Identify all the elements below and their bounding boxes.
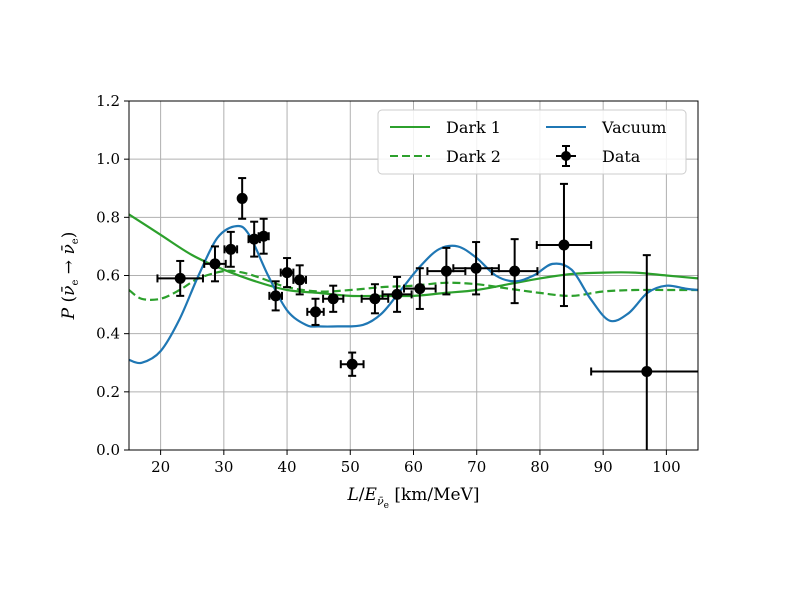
y-tick-label: 1.0 bbox=[96, 150, 120, 168]
data-marker bbox=[440, 265, 452, 277]
x-tick-label: 100 bbox=[652, 458, 681, 476]
data-point bbox=[381, 275, 413, 313]
curves-layer bbox=[129, 213, 698, 365]
legend-box bbox=[377, 109, 687, 175]
data-marker bbox=[270, 290, 282, 302]
series-dark-1-line bbox=[129, 213, 698, 298]
legend-dark1-label: Dark 1 bbox=[446, 118, 501, 137]
x-tick-label: 40 bbox=[278, 458, 297, 476]
data-point bbox=[452, 241, 500, 296]
data-marker bbox=[470, 262, 482, 274]
data-point bbox=[490, 238, 539, 305]
data-points-layer bbox=[156, 177, 698, 450]
data-marker bbox=[346, 358, 358, 370]
x-axis-label: L/Eν̄e [km/MeV] bbox=[346, 485, 479, 511]
y-axis-label: P (ν̄e → ν̄e) bbox=[59, 232, 81, 321]
data-marker bbox=[209, 258, 221, 270]
ticks-layer: 20 30 40 50 60 70 80 90 100 0.0 0.2 0.4 0.6 0.8 1.0 1.2 bbox=[96, 92, 681, 476]
data-marker bbox=[509, 265, 521, 277]
legend-vacuum-label: Vacuum bbox=[601, 118, 666, 137]
x-tick-label: 20 bbox=[151, 458, 170, 476]
data-point bbox=[322, 284, 345, 313]
data-marker bbox=[281, 267, 293, 279]
data-point bbox=[156, 259, 204, 297]
data-marker bbox=[174, 272, 186, 284]
data-point bbox=[535, 182, 593, 308]
data-marker bbox=[236, 192, 248, 204]
y-tick-label: 0.8 bbox=[96, 208, 120, 226]
data-point bbox=[257, 217, 270, 255]
legend: Dark 1 Dark 2 Vacuum Data bbox=[377, 109, 687, 175]
data-marker bbox=[558, 239, 570, 251]
data-point bbox=[236, 177, 248, 220]
data-marker bbox=[258, 230, 270, 242]
x-tick-label: 50 bbox=[341, 458, 360, 476]
series-vacuum-line bbox=[129, 224, 698, 365]
data-marker bbox=[327, 293, 339, 305]
legend-data-label: Data bbox=[602, 147, 641, 166]
x-tick-label: 90 bbox=[594, 458, 613, 476]
data-point bbox=[306, 297, 325, 326]
data-point bbox=[268, 280, 283, 312]
legend-data-swatch bbox=[556, 145, 576, 167]
y-tick-label: 0.0 bbox=[96, 441, 120, 459]
data-marker bbox=[414, 283, 426, 295]
x-tick-label: 80 bbox=[530, 458, 549, 476]
data-point bbox=[279, 257, 295, 289]
y-tick-label: 0.6 bbox=[96, 267, 120, 285]
data-marker bbox=[369, 293, 381, 305]
data-marker bbox=[391, 288, 403, 300]
data-point bbox=[426, 246, 467, 296]
data-point bbox=[223, 230, 239, 268]
y-tick-label: 1.2 bbox=[96, 92, 120, 110]
data-point bbox=[403, 267, 437, 310]
data-point bbox=[203, 245, 227, 283]
y-tick-label: 0.4 bbox=[96, 325, 120, 343]
data-point bbox=[360, 283, 390, 315]
y-tick-label: 0.2 bbox=[96, 383, 120, 401]
x-tick-label: 70 bbox=[467, 458, 486, 476]
x-tick-label: 60 bbox=[404, 458, 423, 476]
data-point bbox=[590, 254, 698, 450]
data-point bbox=[292, 264, 308, 296]
data-marker bbox=[641, 365, 653, 377]
data-marker bbox=[248, 233, 260, 245]
data-marker bbox=[294, 274, 306, 286]
data-marker bbox=[310, 306, 322, 318]
data-point bbox=[339, 351, 365, 377]
legend-dark2-label: Dark 2 bbox=[446, 147, 501, 166]
x-tick-label: 30 bbox=[214, 458, 233, 476]
data-marker bbox=[225, 243, 237, 255]
